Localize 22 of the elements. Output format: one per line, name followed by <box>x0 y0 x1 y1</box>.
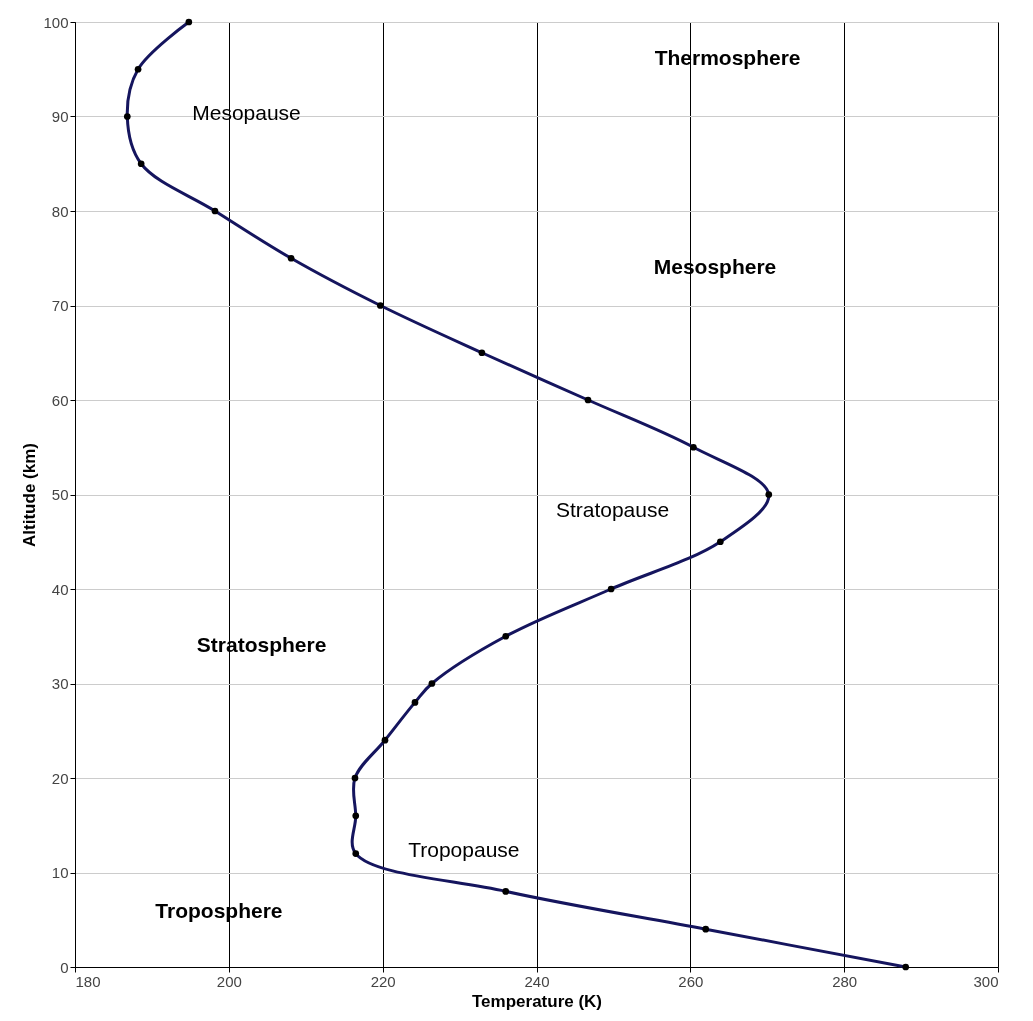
y-axis-title: Altitude (km) <box>20 443 40 547</box>
y-tick-label: 0 <box>60 958 69 976</box>
y-tick-label: 60 <box>51 391 69 409</box>
y-tick-label: 50 <box>51 486 69 503</box>
x-tick-label: 200 <box>216 972 242 990</box>
y-tick-label: 30 <box>51 675 69 692</box>
x-tick-label: 280 <box>832 972 858 990</box>
y-tick-label: 100 <box>43 13 69 31</box>
y-tick-label: 40 <box>51 580 69 598</box>
x-tick-label: 300 <box>973 972 999 990</box>
y-tick-label: 70 <box>51 297 69 314</box>
y-tick-label: 90 <box>51 108 69 125</box>
x-tick-label: 260 <box>678 972 704 990</box>
x-tick-label: 220 <box>370 972 396 990</box>
annotation: Stratopause <box>555 497 670 521</box>
annotation: Tropopause <box>408 837 520 861</box>
x-tick-label: 240 <box>524 972 550 990</box>
x-tick-label: 180 <box>75 972 101 990</box>
y-tick-label: 20 <box>51 769 69 787</box>
y-tick-label: 10 <box>51 864 69 881</box>
x-axis-title: Temperature (K) <box>471 991 603 1011</box>
y-tick-label: 80 <box>51 202 69 220</box>
